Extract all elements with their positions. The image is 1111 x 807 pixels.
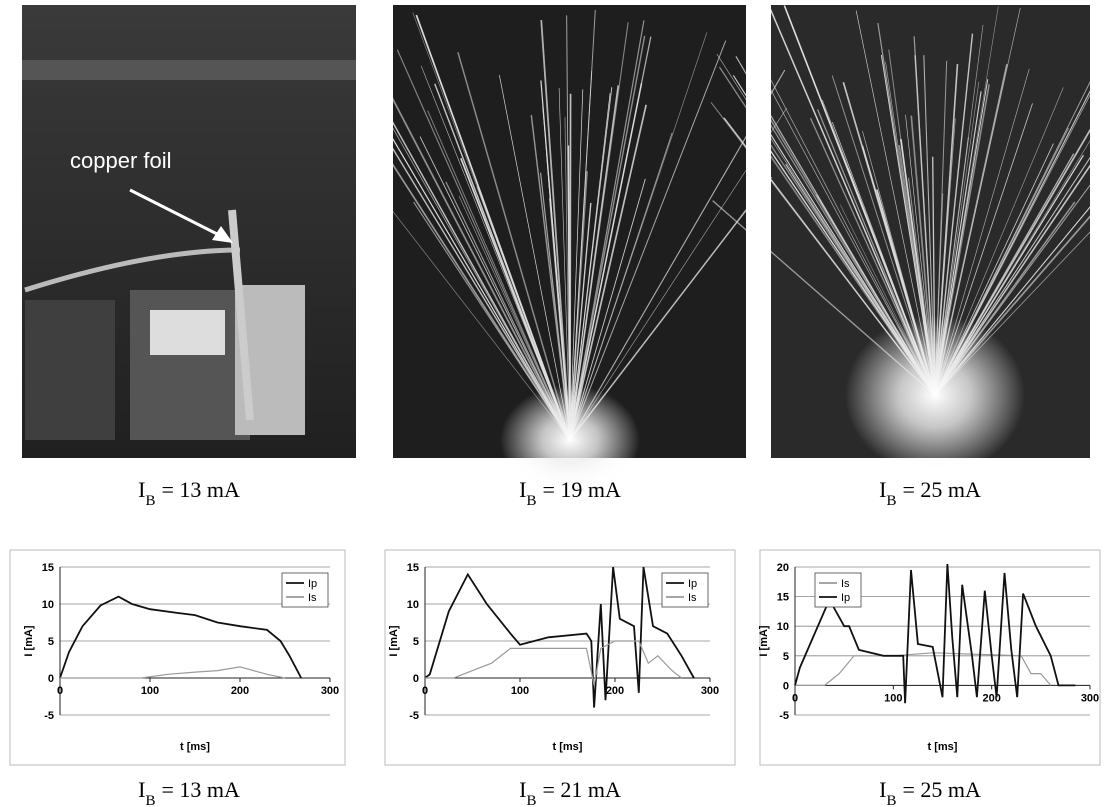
caption-rest: = 25 mA (902, 777, 981, 802)
y-tick-label: 15 (407, 562, 419, 574)
caption-symbol: I (519, 477, 526, 502)
photo-detail (25, 300, 115, 440)
series-line (60, 597, 301, 678)
x-tick-label: 300 (321, 685, 339, 697)
legend-box (662, 573, 708, 607)
x-tick-label: 0 (792, 692, 798, 704)
y-tick-label: 5 (783, 651, 789, 663)
y-axis-label: I [mA] (388, 625, 400, 657)
legend-label: Is (308, 592, 317, 604)
caption-symbol: I (138, 777, 145, 802)
page: copper foil IB= 13 mA IB= 19 mA IB= 25 m… (0, 0, 1111, 807)
photos: copper foil IB= 13 mA IB= 19 mA IB= 25 m… (22, 5, 1111, 807)
photo-caption: IB = 13 mA (138, 477, 240, 509)
chart-caption: IB = 25 mA (879, 777, 981, 807)
legend-box (815, 573, 861, 607)
x-axis-label: t [ms] (180, 741, 210, 753)
caption-subscript: B (145, 793, 155, 807)
caption-subscript: B (526, 493, 536, 509)
x-tick-label: 100 (141, 685, 159, 697)
x-axis-label: t [ms] (553, 741, 583, 753)
y-tick-label: 10 (777, 621, 789, 633)
photo-detail (22, 60, 356, 80)
figure: copper foil IB= 13 mA IB= 19 mA IB= 25 m… (0, 0, 1111, 807)
caption-subscript: B (526, 793, 536, 807)
caption-subscript: B (145, 493, 155, 509)
caption-symbol: I (519, 777, 526, 802)
x-tick-label: 100 (884, 692, 902, 704)
series-line (425, 641, 682, 685)
x-tick-label: 200 (231, 685, 249, 697)
legend-label: Is (688, 592, 697, 604)
x-tick-label: 200 (982, 692, 1000, 704)
caption-subscript: B (886, 493, 896, 509)
y-axis-label: I [mA] (758, 625, 770, 657)
chart-frame (760, 550, 1100, 765)
y-tick-label: 15 (42, 562, 54, 574)
y-axis-label: I [mA] (23, 625, 35, 657)
x-tick-label: 0 (57, 685, 63, 697)
chart: -5 0 5 10 15 0 100 200 300 t [ms] I [mA] Ip Is (385, 550, 735, 765)
y-tick-label: 10 (407, 599, 419, 611)
x-axis-label: t [ms] (928, 741, 958, 753)
legend-label: Ip (688, 578, 697, 590)
chart: -5 0 5 10 15 0 100 200 300 t [ms] I [mA] Ip Is (10, 550, 345, 765)
legend-box (282, 573, 328, 607)
photo-detail (150, 310, 225, 355)
y-tick-label: 0 (783, 680, 789, 692)
y-tick-label: 0 (48, 673, 54, 685)
legend-label: Ip (841, 592, 850, 604)
y-tick-label: 15 (777, 592, 789, 604)
x-tick-label: 100 (511, 685, 529, 697)
caption-subscript: B (886, 793, 896, 807)
caption-symbol: I (879, 477, 886, 502)
y-tick-label: -5 (779, 710, 789, 722)
chart-caption: IB = 13 mA (138, 777, 240, 807)
series-line (425, 567, 694, 708)
x-tick-label: 300 (701, 685, 719, 697)
legend-label: Ip (308, 578, 317, 590)
y-tick-label: 5 (48, 636, 54, 648)
y-tick-label: 20 (777, 562, 789, 574)
caption-rest: = 19 mA (542, 477, 621, 502)
y-tick-label: -5 (409, 710, 419, 722)
y-tick-label: 10 (42, 599, 54, 611)
caption-symbol: I (138, 477, 145, 502)
series-line (60, 667, 285, 678)
y-tick-label: 5 (413, 636, 419, 648)
photo-annotation: copper foil (70, 148, 172, 173)
y-tick-label: -5 (44, 710, 54, 722)
photo-caption: IB = 25 mA (879, 477, 981, 509)
caption-rest: = 13 mA (161, 777, 240, 802)
chart-caption: IB = 21 mA (519, 777, 621, 807)
x-tick-label: 200 (606, 685, 624, 697)
legend-label: Is (841, 578, 850, 590)
caption-rest: = 13 mA (161, 477, 240, 502)
caption-rest: = 25 mA (902, 477, 981, 502)
x-tick-label: 300 (1081, 692, 1099, 704)
caption-rest: = 21 mA (542, 777, 621, 802)
glow (845, 315, 1025, 475)
caption-symbol: I (879, 777, 886, 802)
x-tick-label: 0 (422, 685, 428, 697)
y-tick-label: 0 (413, 673, 419, 685)
